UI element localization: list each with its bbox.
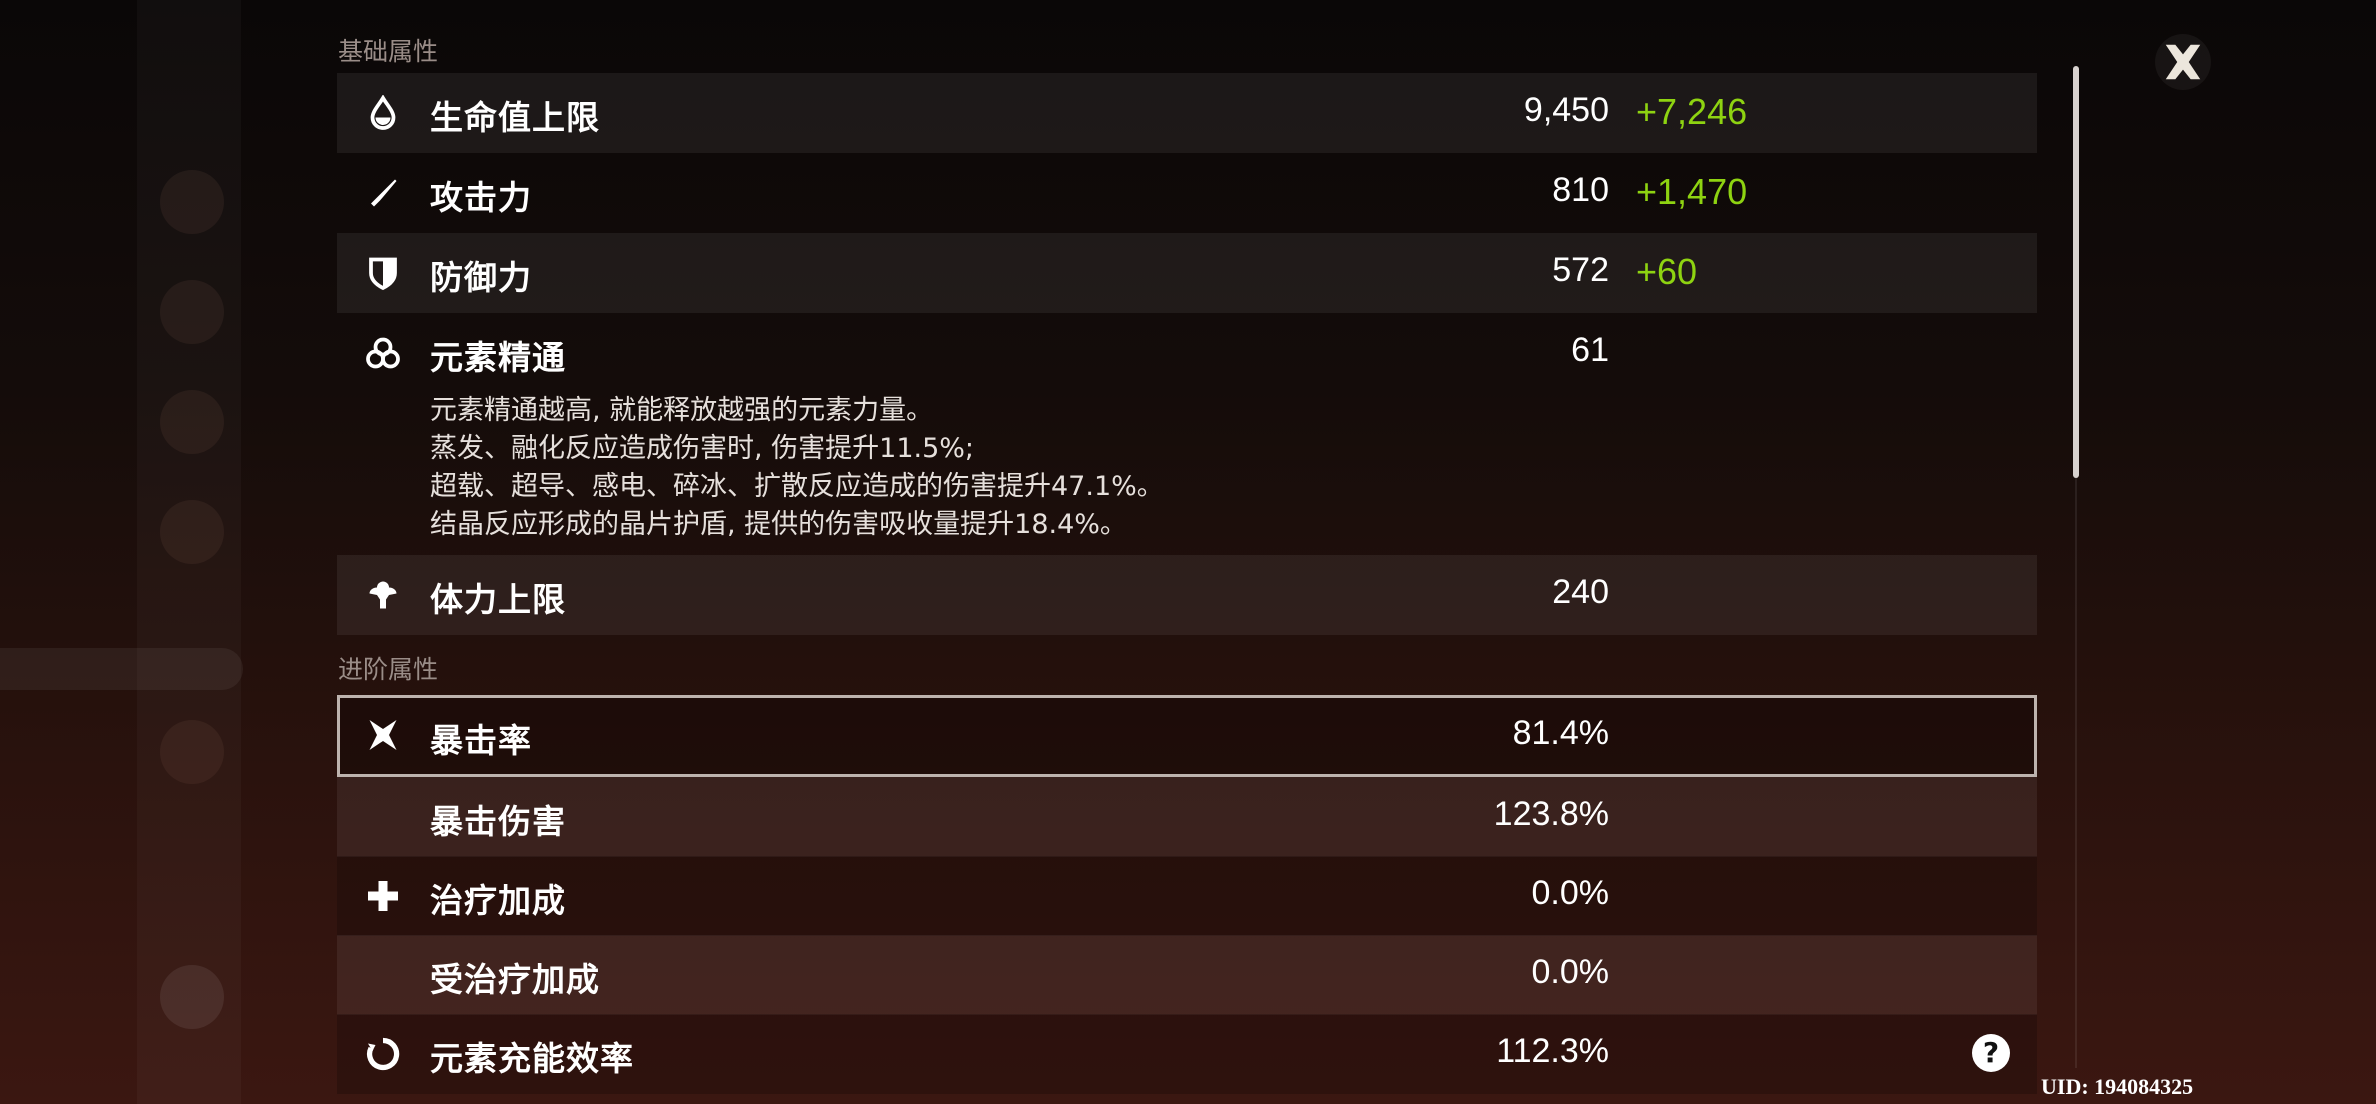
stat-value: 112.3% bbox=[1496, 1032, 1609, 1070]
elemental-mastery-icon bbox=[366, 337, 400, 369]
stat-row-crit-dmg[interactable]: 暴击伤害 123.8% bbox=[337, 777, 2037, 857]
stat-label: 体力上限 bbox=[430, 580, 566, 619]
stat-value: 810 bbox=[1552, 171, 1609, 209]
menu-grid-icon[interactable] bbox=[160, 965, 224, 1029]
stat-value: 240 bbox=[1552, 573, 1609, 611]
em-description-line: 蒸发、融化反应造成伤害时, 伤害提升11.5%; bbox=[430, 433, 975, 464]
stat-row-crit-rate[interactable]: 暴击率 81.4% bbox=[337, 695, 2037, 777]
section-basic-title: 基础属性 bbox=[338, 37, 439, 66]
hp-drop-icon bbox=[370, 95, 396, 130]
stat-label: 暴击伤害 bbox=[430, 802, 566, 841]
stat-value: 0.0% bbox=[1531, 953, 1610, 991]
stat-bonus: +60 bbox=[1636, 251, 1698, 292]
stat-label: 攻击力 bbox=[430, 178, 532, 217]
character-avatar[interactable] bbox=[160, 720, 224, 784]
uid-label: UID: 194084325 bbox=[2041, 1074, 2194, 1099]
healing-cross-icon bbox=[368, 881, 398, 911]
stat-row-hp[interactable]: 生命值上限 9,450 +7,246 bbox=[337, 73, 2037, 153]
em-description-line: 结晶反应形成的晶片护盾, 提供的伤害吸收量提升18.4%。 bbox=[430, 509, 1127, 540]
character-avatar[interactable] bbox=[160, 170, 224, 234]
stat-value: 61 bbox=[1571, 331, 1609, 369]
shield-icon bbox=[369, 257, 397, 291]
help-button[interactable]: ? bbox=[1972, 1034, 2010, 1072]
stat-value: 123.8% bbox=[1493, 795, 1609, 833]
stat-label: 受治疗加成 bbox=[430, 960, 600, 999]
stat-label: 防御力 bbox=[430, 258, 532, 297]
stat-value: 9,450 bbox=[1523, 91, 1609, 129]
character-avatar[interactable] bbox=[160, 390, 224, 454]
em-description-line: 元素精通越高, 就能释放越强的元素力量。 bbox=[430, 395, 934, 426]
stamina-icon bbox=[369, 581, 397, 609]
character-avatar[interactable] bbox=[160, 280, 224, 344]
stat-label: 元素精通 bbox=[430, 338, 566, 377]
stat-row-energy-recharge[interactable]: 元素充能效率 112.3% bbox=[337, 1014, 2037, 1094]
scroll-track[interactable] bbox=[2075, 478, 2077, 1068]
stat-value: 0.0% bbox=[1531, 874, 1610, 912]
energy-recharge-icon bbox=[366, 1037, 400, 1071]
stat-value: 81.4% bbox=[1512, 714, 1609, 752]
crit-icon bbox=[369, 720, 397, 750]
stat-label: 暴击率 bbox=[430, 721, 532, 760]
stat-bonus: +1,470 bbox=[1636, 171, 1748, 212]
character-avatar[interactable] bbox=[160, 500, 224, 564]
close-button[interactable] bbox=[2155, 34, 2211, 90]
stat-row-def[interactable]: 防御力 572 +60 bbox=[337, 233, 2037, 313]
stat-row-atk[interactable]: 攻击力 810 +1,470 bbox=[337, 153, 2037, 233]
section-advanced-title: 进阶属性 bbox=[338, 655, 439, 684]
stat-label: 治疗加成 bbox=[430, 881, 566, 920]
stat-label: 生命值上限 bbox=[430, 98, 600, 137]
selected-character-tab bbox=[0, 648, 243, 690]
stat-row-em[interactable]: 元素精通 61 bbox=[337, 313, 2037, 393]
sword-icon bbox=[371, 179, 397, 207]
close-icon bbox=[2165, 44, 2201, 80]
em-description-line: 超载、超导、感电、碎冰、扩散反应造成的伤害提升47.1%。 bbox=[430, 471, 1164, 502]
stat-bonus: +7,246 bbox=[1636, 91, 1748, 132]
stat-row-incoming-healing[interactable]: 受治疗加成 0.0% bbox=[337, 935, 2037, 1015]
stat-value: 572 bbox=[1552, 251, 1609, 289]
stat-label: 元素充能效率 bbox=[430, 1039, 634, 1078]
em-description: 元素精通越高, 就能释放越强的元素力量。 蒸发、融化反应造成伤害时, 伤害提升1… bbox=[430, 392, 1164, 544]
stat-row-healing[interactable]: 治疗加成 0.0% bbox=[337, 856, 2037, 936]
scrollbar-thumb[interactable] bbox=[2073, 66, 2079, 478]
stat-row-stamina[interactable]: 体力上限 240 bbox=[337, 555, 2037, 635]
